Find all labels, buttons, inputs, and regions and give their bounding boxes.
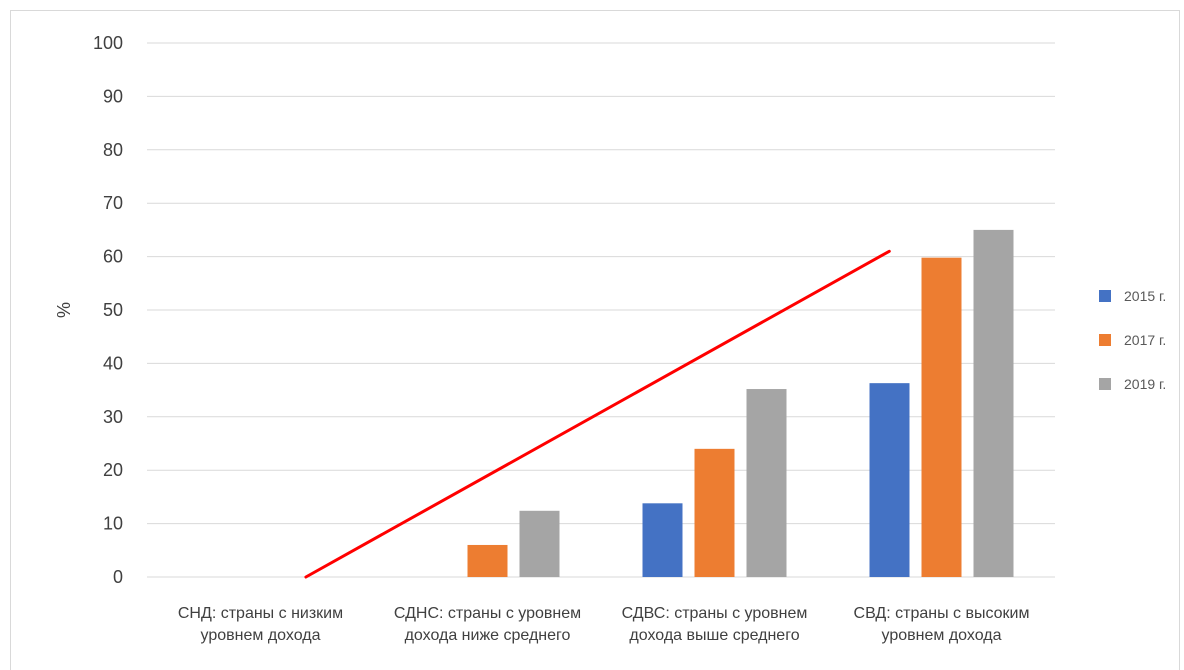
y-tick-label: 100 xyxy=(93,33,123,53)
bar xyxy=(519,510,560,577)
bar xyxy=(467,544,508,577)
y-tick-label: 80 xyxy=(103,140,123,160)
bar xyxy=(921,257,962,577)
legend: 2015 г. 2017 г. 2019 г. xyxy=(1099,288,1166,392)
y-tick-label: 20 xyxy=(103,460,123,480)
x-category-label: СВД: страны с высоким уровнем дохода xyxy=(854,605,1030,644)
legend-swatch xyxy=(1099,334,1111,346)
bars xyxy=(467,229,1014,577)
chart-frame xyxy=(10,10,1180,670)
y-tick-label: 30 xyxy=(103,407,123,427)
y-tick-label: 90 xyxy=(103,86,123,106)
x-category-label: СДВС: страны с уровнем дохода выше средне… xyxy=(622,605,808,644)
y-tick-label: 40 xyxy=(103,353,123,373)
y-axis-title: % xyxy=(54,302,74,318)
bar xyxy=(642,503,683,577)
x-category-label: СДНС: страны с уровнем дохода ниже средне… xyxy=(394,605,581,644)
trend-line xyxy=(304,249,891,579)
x-axis-categories: СНД: страны с низким уровнем дохода СДНС: … xyxy=(178,605,1030,644)
legend-swatch xyxy=(1099,378,1111,390)
bar xyxy=(746,389,787,577)
y-axis-ticks: 0 10 20 30 40 50 60 70 80 90 100 xyxy=(93,33,123,587)
bar xyxy=(694,448,735,577)
legend-label: 2019 г. xyxy=(1124,376,1166,392)
bar xyxy=(869,383,910,577)
y-tick-label: 60 xyxy=(103,247,123,267)
y-tick-label: 50 xyxy=(103,300,123,320)
trend-lines xyxy=(304,249,891,579)
legend-label: 2015 г. xyxy=(1124,288,1166,304)
bar xyxy=(973,229,1014,577)
y-tick-label: 70 xyxy=(103,193,123,213)
legend-swatch xyxy=(1099,290,1111,302)
grid-lines xyxy=(147,42,1055,578)
y-tick-label: 10 xyxy=(103,514,123,534)
legend-label: 2017 г. xyxy=(1124,332,1166,348)
x-category-label: СНД: страны с низким уровнем дохода xyxy=(178,605,343,644)
y-tick-label: 0 xyxy=(113,567,123,587)
